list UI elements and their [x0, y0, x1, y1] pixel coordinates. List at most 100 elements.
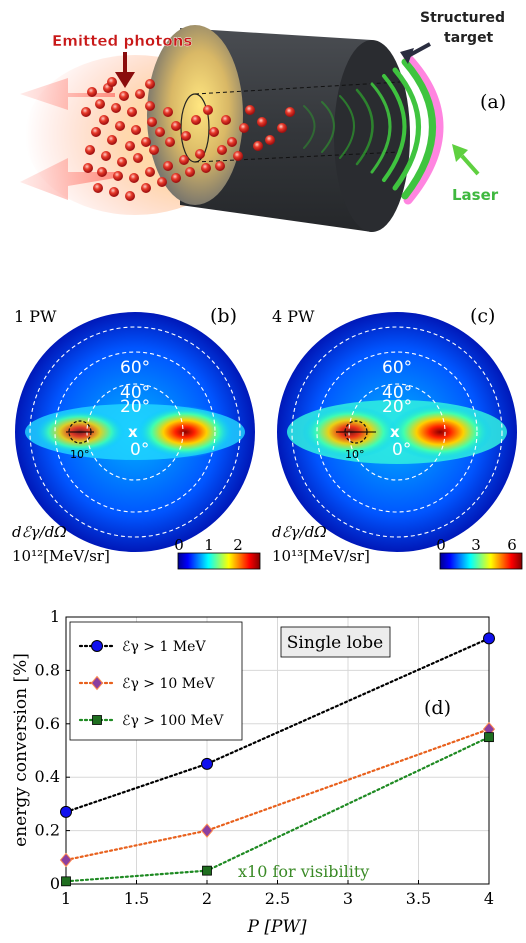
structured-target-label-line2: target — [444, 30, 494, 46]
cbar-title-b-1: dℰγ/dΩ — [12, 523, 67, 541]
channel-edge-bottom — [194, 151, 401, 163]
laser-pointer — [460, 154, 480, 176]
series-1-point — [483, 632, 495, 645]
x-tick-label: 2.5 — [265, 889, 290, 908]
angle-label-20-b: 20° — [120, 397, 150, 417]
legend-label-3: ℰγ > 100 MeV — [122, 713, 224, 729]
photon-particles — [81, 77, 295, 201]
photon-particle — [181, 131, 191, 141]
photon-particle — [127, 107, 137, 117]
y-tick-label: 0 — [50, 874, 60, 893]
series-3-point — [61, 876, 71, 887]
legend-label-2: ℰγ > 10 MeV — [122, 676, 215, 692]
center-mark-c: x — [390, 423, 400, 441]
single-lobe-title: Single lobe — [287, 633, 383, 653]
x-tick-label: 1 — [61, 889, 71, 908]
series-2-point — [59, 852, 73, 868]
legend-marker-2 — [90, 675, 104, 691]
photon-particle — [157, 177, 167, 187]
angle-label-60-c: 60° — [382, 358, 412, 378]
angle-label-60-b: 60° — [120, 358, 150, 378]
target-front-face — [147, 25, 243, 205]
chart-ticks: 1 1.5 2 2.5 3 3.5 4 0 0.2 0.4 0.6 0.8 1 — [35, 607, 495, 908]
cbar-title-b-2: 10¹²[MeV/sr] — [12, 547, 110, 565]
angle-label-0-b: 0° — [130, 440, 149, 460]
laser-pointer-head — [452, 144, 468, 162]
photon-particle — [171, 121, 181, 131]
photon-particle — [99, 115, 109, 125]
photon-particle — [245, 105, 255, 115]
series-1-point — [60, 805, 72, 818]
panel-b: 60° 40° 20° x 0° 10° 1 PW (b) dℰγ/dΩ 10¹… — [12, 305, 261, 570]
photon-particle — [221, 115, 231, 125]
series-3-point — [202, 865, 212, 876]
photon-particle — [203, 105, 213, 115]
x-tick-label: 1.5 — [124, 889, 149, 908]
photon-particle — [81, 107, 91, 117]
y-tick-label: 0.8 — [35, 660, 60, 679]
emitted-arrow-upper — [20, 78, 115, 110]
cbar-title-c-2: 10¹³[MeV/sr] — [272, 547, 370, 565]
lobe-size-label-c: 10° — [345, 448, 365, 461]
panel-b-label: (b) — [210, 305, 237, 327]
photon-particle — [239, 123, 249, 133]
x-tick-label: 3 — [343, 889, 353, 908]
cbar-tick-b-2: 2 — [233, 536, 243, 554]
photon-particle — [91, 127, 101, 137]
power-label-c: 4 PW — [272, 307, 315, 326]
series-3-point — [484, 732, 494, 743]
photon-particle — [171, 173, 181, 183]
photon-particle — [115, 121, 125, 131]
photon-particle — [185, 167, 195, 177]
photon-particle — [163, 107, 173, 117]
photon-particle — [145, 101, 155, 111]
photon-particle — [163, 161, 173, 171]
y-tick-label: 0.6 — [35, 714, 60, 733]
photon-particle — [209, 127, 219, 137]
photon-particle — [117, 157, 127, 167]
cbar-tick-b-0: 0 — [174, 536, 184, 554]
photon-particle — [141, 183, 151, 193]
photon-particle — [215, 161, 225, 171]
photon-particle — [135, 89, 145, 99]
legend-label-1: ℰγ > 1 MeV — [122, 639, 206, 655]
panel-a-label: (a) — [480, 91, 506, 113]
power-label-b: 1 PW — [14, 307, 57, 326]
photon-particle — [125, 191, 135, 201]
laser-wavefronts — [303, 53, 444, 205]
photon-particle — [111, 103, 121, 113]
photon-particle — [147, 117, 157, 127]
photon-particle — [133, 153, 143, 163]
panel-a-illustration: Emitted photons Structured target (a) La… — [20, 10, 506, 232]
photon-particle — [179, 155, 189, 165]
structured-target-pointer-head — [400, 48, 414, 64]
photon-particle — [97, 167, 107, 177]
legend: ℰγ > 1 MeV ℰγ > 10 MeV ℰγ > 100 MeV — [78, 639, 224, 729]
x-tick-label: 2 — [202, 889, 212, 908]
series-1-point — [201, 757, 213, 770]
photon-particle — [95, 99, 105, 109]
photon-particle — [265, 135, 275, 145]
center-mark-b: x — [128, 423, 138, 441]
photon-particle — [107, 135, 117, 145]
x-tick-label: 3.5 — [406, 889, 431, 908]
colorbar-b — [177, 552, 261, 570]
series-2-point — [200, 823, 214, 838]
photon-particle — [217, 145, 227, 155]
photon-particle — [165, 137, 175, 147]
angle-label-0-c: 0° — [392, 440, 411, 460]
photon-particle — [253, 141, 263, 151]
photon-particle — [109, 187, 119, 197]
photon-particle — [125, 141, 135, 151]
photon-particle — [87, 87, 97, 97]
y-axis-label: energy conversion [%] — [11, 653, 31, 847]
legend-marker-3 — [92, 715, 102, 725]
y-tick-label: 0.4 — [35, 767, 60, 786]
photon-particle — [257, 117, 267, 127]
panel-d-label: (d) — [424, 697, 451, 719]
panel-d-chart: 1 1.5 2 2.5 3 3.5 4 0 0.2 0.4 0.6 0.8 1 energy conve… — [11, 607, 496, 937]
panel-c-label: (c) — [470, 305, 495, 327]
photon-particle — [191, 115, 201, 125]
photon-particle — [119, 91, 129, 101]
emitted-photons-label: Emitted photons — [52, 32, 192, 50]
